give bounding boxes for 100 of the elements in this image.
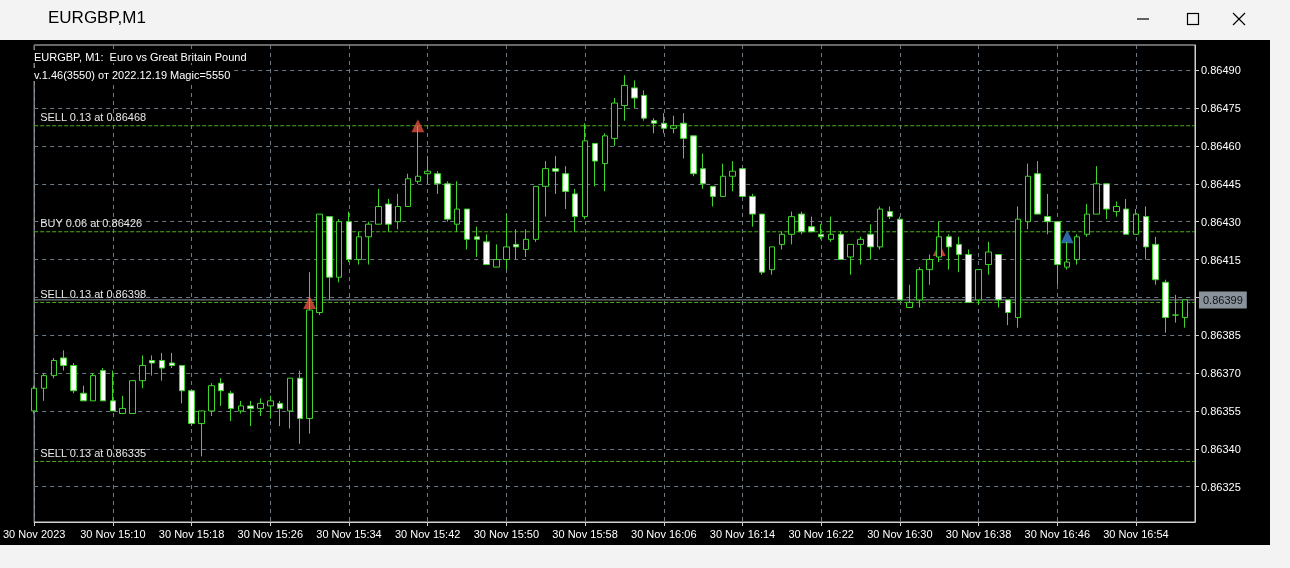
candlestick [621,74,628,122]
candlestick [916,266,923,308]
y-tick-label: 0.86415 [1201,253,1241,266]
annotation: v.1.46(3550) от 2022.12.19 Magic=5550 [34,68,231,81]
candlestick [444,180,451,223]
candlestick [356,231,362,266]
candlestick [454,180,460,233]
candlestick [60,349,67,372]
candlestick [316,213,323,316]
candlestick [641,89,647,122]
candlestick [847,243,854,276]
y-tick-label: 0.86370 [1201,367,1241,380]
x-tick-label: 30 Nov 15:42 [394,527,461,540]
y-tick-label: 0.86355 [1201,404,1241,417]
candlestick [1103,183,1110,220]
candlestick [513,228,519,261]
ref-line-label: BUY 0.06 at 0.86426 [40,217,143,230]
candlestick [1123,198,1129,235]
candlestick [297,370,303,445]
candlestick [100,367,106,402]
candlestick [749,193,756,228]
candlestick [110,370,116,412]
candlestick [779,231,785,250]
candlestick [838,231,844,261]
candlestick [562,165,569,210]
x-tick-label: 30 Nov 15:10 [80,527,146,540]
x-tick-label: 30 Nov 16:30 [867,527,933,540]
candlestick [1152,236,1159,286]
candlestick [877,206,883,250]
candlestick [41,372,47,402]
candlestick [1005,299,1011,326]
candlestick [1084,203,1090,238]
x-tick-label: 30 Nov 15:26 [237,527,304,540]
chart-title: EURGBP,M1 [48,8,146,28]
candlestick [729,160,736,192]
x-tick-label: 30 Nov 16:38 [945,527,1012,540]
candlestick [80,385,87,402]
candlestick [287,377,293,430]
candlestick [395,193,401,230]
candlestick [1044,193,1051,235]
candlestick [169,352,175,369]
candlestick [493,243,500,268]
candlestick [602,132,608,192]
candlestick [995,253,1002,308]
candlestick [700,153,706,190]
candlestick [759,213,765,276]
candlestick [277,400,283,427]
annotation: EURGBP, M1: Euro vs Great Britain Pound [34,50,247,63]
y-tick-label: 0.86475 [1201,102,1241,115]
candlestick [90,372,96,402]
candlestick [956,236,962,273]
candlestick [228,390,234,422]
candlestick [769,246,775,276]
candlestick [611,97,618,147]
candlestick [129,380,136,414]
candlestick [1074,233,1080,266]
candlestick [946,233,952,271]
candlestick [906,284,913,308]
candlestick [1182,299,1188,329]
candlestick [592,142,598,187]
candlestick [828,216,834,243]
x-tick-label: 30 Nov 2023 [2,527,66,540]
candlestick [306,271,313,435]
candlestick [670,115,677,134]
candlestick [375,188,382,225]
candlestick [326,216,333,301]
candlestick [788,211,795,245]
x-tick-label: 30 Nov 16:14 [709,527,776,540]
candlestick [51,357,57,379]
candlestick [523,228,529,258]
candlestick [897,216,903,301]
candlestick [739,168,746,197]
candlestick [1113,200,1120,218]
candlestick [710,185,716,208]
candlestick [1064,241,1070,271]
candlestick [218,377,224,407]
candlestick [542,160,549,218]
candlestick [188,390,195,427]
candlestick [1025,163,1031,230]
candlestick [867,223,874,261]
candlestick [857,236,864,266]
x-tick-label: 30 Nov 16:22 [788,527,854,540]
x-tick-label: 30 Nov 15:34 [316,527,382,540]
x-tick-label: 30 Nov 15:50 [473,527,540,540]
candlestick [582,122,588,220]
candlestick [552,155,559,195]
x-tick-label: 30 Nov 16:54 [1103,527,1169,540]
candlestick [1133,208,1139,235]
candlestick [238,400,244,414]
ref-line-label: SELL 0.13 at 0.86335 [40,446,147,459]
candlestick [887,206,893,220]
candlestick [474,226,480,258]
candlestick [415,125,421,185]
candlestick [365,221,372,266]
candlestick [936,221,942,263]
candlestick [985,241,992,276]
candlestick [1015,206,1021,329]
candlestick [503,213,510,271]
candlestick [926,253,933,286]
candlestick [385,198,392,233]
